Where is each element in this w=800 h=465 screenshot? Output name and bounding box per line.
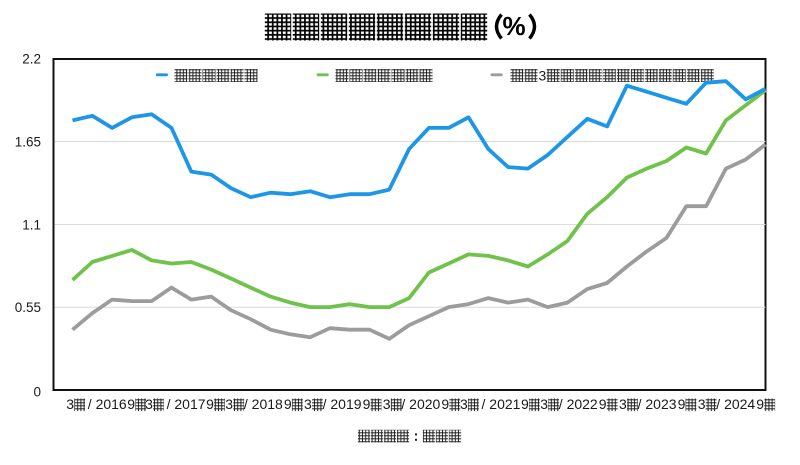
svg-text:9: 9 [206,396,214,412]
svg-text:0.55: 0.55 [15,300,41,315]
svg-text:9: 9 [127,396,135,412]
svg-text:9: 9 [363,396,371,412]
svg-text:3: 3 [225,396,233,412]
svg-text:9: 9 [599,396,607,412]
svg-text:2.2: 2.2 [22,51,41,66]
svg-text:/ 2023: / 2023 [638,396,677,412]
svg-text:9: 9 [441,396,449,412]
svg-text:%: % [503,11,526,41]
svg-text:3: 3 [460,396,468,412]
svg-text:/ 2024: / 2024 [716,396,755,412]
svg-text:/ 2022: / 2022 [559,396,598,412]
svg-text:3: 3 [698,396,706,412]
svg-text:/ 2016: / 2016 [88,396,127,412]
svg-text:3: 3 [383,396,391,412]
svg-text:0: 0 [33,384,41,399]
svg-text:9: 9 [678,396,686,412]
svg-text:1.65: 1.65 [15,134,41,149]
svg-text:/ 2017: / 2017 [167,396,206,412]
svg-text:9: 9 [756,396,764,412]
svg-text:/ 2021: / 2021 [482,396,521,412]
svg-text:3: 3 [619,396,627,412]
svg-text:1.1: 1.1 [22,217,41,232]
svg-text:/ 2020: / 2020 [401,396,440,412]
svg-text:3: 3 [539,68,547,84]
svg-text:/ 2018: / 2018 [244,396,283,412]
svg-text:3: 3 [304,396,312,412]
svg-text:3: 3 [145,396,153,412]
svg-text:3: 3 [66,396,74,412]
svg-text:/ 2019: / 2019 [323,396,362,412]
svg-text:9: 9 [284,396,292,412]
svg-text:3: 3 [540,396,548,412]
svg-text:9: 9 [521,396,529,412]
